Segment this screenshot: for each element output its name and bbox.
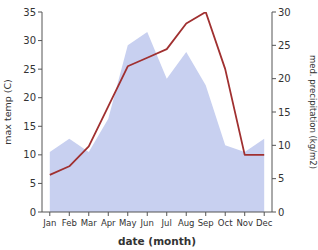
background [0,0,318,250]
y-tick-label: 5 [30,178,36,189]
x-tick [205,212,206,216]
y-axis-line [42,12,43,212]
x-tick [88,212,89,216]
x-tick [244,212,245,216]
y2-tick [272,12,276,13]
x-tick-label: Jun [140,218,154,228]
x-tick [166,212,167,216]
x-tick [225,212,226,216]
temperature-line [50,12,264,175]
y2-axis-label: med. precipitation (kg/m2) [308,55,318,169]
y-tick [38,212,42,213]
y-tick [38,69,42,70]
x-tick [147,212,148,216]
y2-tick-label: 25 [278,40,291,51]
y-tick-label: 20 [23,92,36,103]
chart: 0 5 10 15 20 25 30 35 0 5 10 15 20 25 30 Jan Feb MarAprMa… [0,0,318,250]
y-tick [38,97,42,98]
x-tick [69,212,70,216]
y-tick-label: 10 [23,149,36,160]
y2-tick-label: 5 [278,173,284,184]
x-tick-label: Oct [218,218,233,228]
y-tick [38,126,42,127]
y2-tick [272,112,276,113]
y-tick-label: 25 [23,64,36,75]
y-tick-label: 30 [23,35,36,46]
x-tick-label: Jan [42,218,56,228]
x-tick-label: Sep [198,218,214,228]
y2-tick-label: 15 [278,107,291,118]
y-tick-label: 0 [30,207,36,218]
x-tick-label: Apr [101,218,116,228]
x-tick [264,212,265,216]
y-axis-label: max temp (C) [2,79,13,145]
x-tick-label: Nov [236,218,253,228]
y2-tick-label: 20 [278,73,291,84]
x-tick-label: Jul [161,218,172,228]
x-tick [108,212,109,216]
y2-tick [272,178,276,179]
x-tick-label: May [119,218,137,228]
y-tick [38,154,42,155]
x-tick-label: Aug [178,218,195,228]
y2-tick [272,78,276,79]
y2-tick [272,212,276,213]
y-tick [38,183,42,184]
precipitation-area [50,32,264,212]
y-tick [38,40,42,41]
plot-area [50,12,264,212]
y-tick [38,12,42,13]
x-tick-label: Feb [62,218,77,228]
x-axis-line [42,212,272,213]
y2-tick-label: 0 [278,207,284,218]
x-tick [186,212,187,216]
y2-tick [272,145,276,146]
x-axis-label: date (month) [118,235,196,247]
x-tick [49,212,50,216]
y2-tick [272,45,276,46]
y-tick-label: 35 [23,7,36,18]
x-tick [127,212,128,216]
x-tick-label: Dec [256,218,273,228]
y2-tick-label: 10 [278,140,291,151]
y2-tick-label: 30 [278,7,291,18]
y-tick-label: 15 [23,121,36,132]
x-tick-label: Mar [81,218,98,228]
